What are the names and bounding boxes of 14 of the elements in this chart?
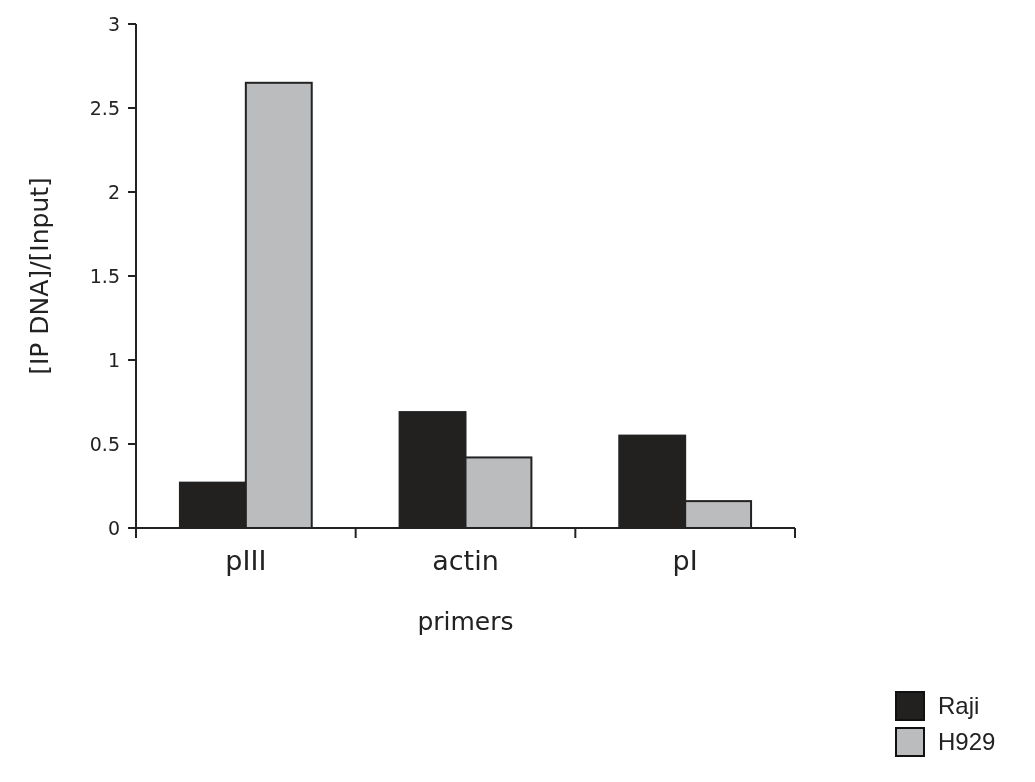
y-tick-label: 3: [107, 12, 120, 35]
y-tick-label: 0.5: [89, 432, 120, 455]
y-tick-label: 2: [107, 180, 120, 203]
x-axis-title: primers: [417, 607, 514, 636]
x-tick-label: actin: [432, 545, 499, 576]
x-tick-label: pIII: [225, 545, 267, 576]
y-tick-label: 1.5: [89, 264, 120, 287]
y-tick-label: 0: [107, 516, 120, 539]
x-tick-label: pI: [672, 545, 698, 576]
legend-label: H929: [938, 728, 996, 756]
y-tick-label: 2.5: [89, 96, 120, 119]
y-tick-label: 1: [107, 348, 120, 371]
legend-label: Raji: [938, 692, 980, 720]
y-axis-title: [IP DNA]/[Input]: [25, 177, 54, 375]
